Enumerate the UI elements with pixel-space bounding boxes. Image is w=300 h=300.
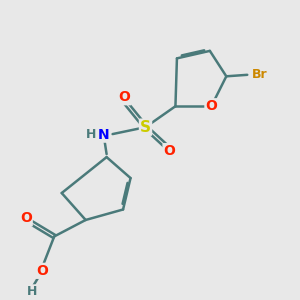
Text: H: H	[86, 128, 96, 141]
Text: O: O	[164, 144, 175, 158]
Text: O: O	[206, 99, 217, 113]
Text: O: O	[118, 90, 130, 104]
Text: Br: Br	[251, 68, 267, 81]
Text: O: O	[20, 212, 32, 226]
Text: H: H	[27, 285, 37, 298]
Text: N: N	[98, 128, 109, 142]
Text: S: S	[140, 120, 151, 135]
Text: O: O	[36, 264, 48, 278]
